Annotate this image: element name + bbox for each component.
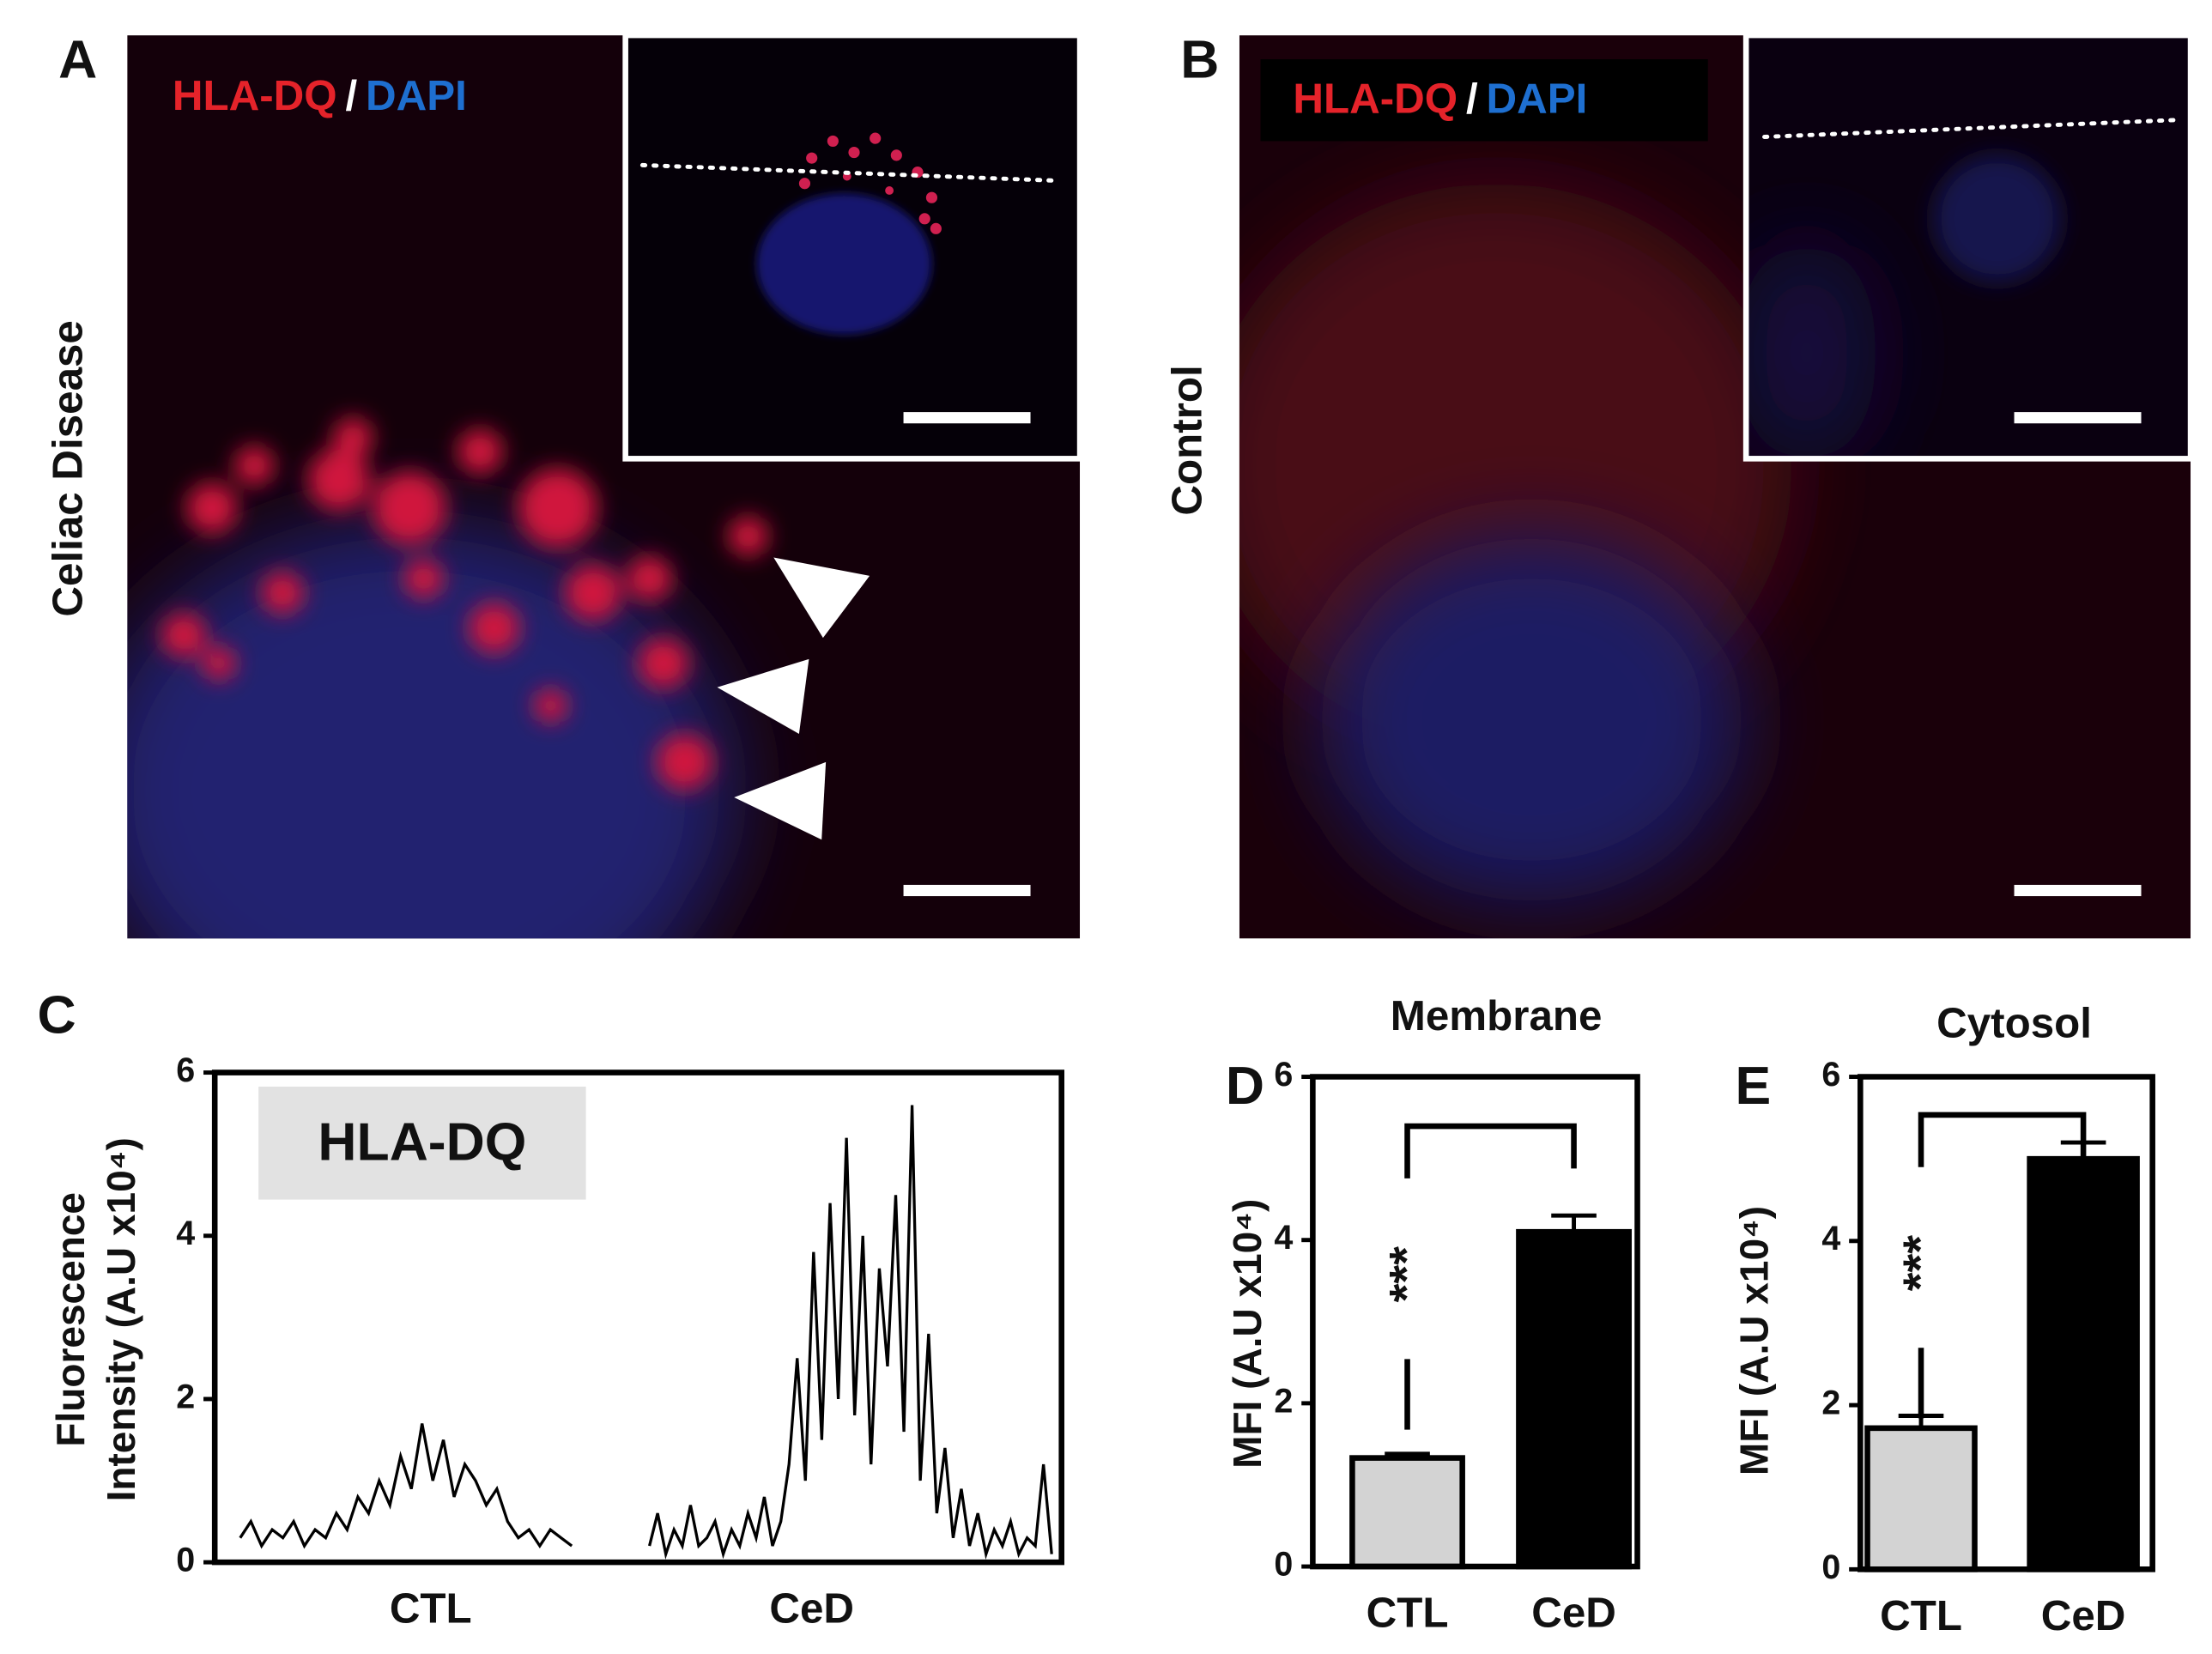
y-axis-label: MFI (A.U x10⁴) — [1731, 1206, 1776, 1475]
bar — [1349, 1455, 1465, 1570]
profile-line — [648, 1105, 1053, 1560]
panel-label: C — [37, 985, 76, 1045]
condition-label: Celiac Disease — [45, 320, 92, 616]
x-tick-label: CTL — [1880, 1592, 1962, 1639]
y-tick-label: 4 — [1274, 1219, 1293, 1257]
inset-a — [625, 35, 1081, 459]
charts: C Fluorescence Intensity (A.U x10⁴) 0 2 4 6 CTL… — [37, 985, 2155, 1639]
y-axis-label: Fluorescence — [48, 1192, 93, 1447]
y-tick-label: 6 — [176, 1051, 195, 1089]
bar — [2027, 1155, 2140, 1572]
panel-b: B HLA-DQ / DAPI Control — [1163, 29, 2194, 939]
x-tick-label: CTL — [390, 1585, 472, 1633]
profile-line — [239, 1423, 573, 1549]
y-tick-label: 4 — [1821, 1220, 1840, 1257]
chart-title: Cytosol — [1936, 999, 2092, 1046]
y-axis-label: Intensity (A.U x10⁴) — [99, 1137, 143, 1501]
panel-label: E — [1736, 1056, 1772, 1116]
x-tick-label: CTL — [1367, 1590, 1449, 1637]
stain-red: HLA-DQ — [1293, 75, 1457, 122]
y-tick-label: 4 — [176, 1215, 195, 1252]
condition-label: Control — [1163, 365, 1210, 515]
y-tick-label: 0 — [176, 1542, 195, 1579]
annotation-box — [258, 1087, 586, 1200]
y-tick-label: 6 — [1274, 1056, 1293, 1094]
significance: *** — [1379, 1246, 1433, 1303]
panel-a: A HLA-DQ / DAPI Celiac Disease — [45, 29, 1083, 939]
stain-sep: / — [345, 72, 357, 119]
y-tick-label: 0 — [1821, 1548, 1840, 1586]
y-tick-label: 2 — [176, 1378, 195, 1415]
y-tick-label: 0 — [1274, 1545, 1293, 1583]
micrograph-b — [1239, 35, 2191, 939]
axes — [1857, 1074, 2155, 1572]
panel-label: D — [1226, 1056, 1264, 1116]
y-tick-label: 2 — [1274, 1382, 1293, 1420]
panel-label: A — [58, 29, 97, 89]
stain-label: HLA-DQ / DAPI — [1293, 75, 1587, 122]
significance: *** — [1893, 1235, 1947, 1292]
bar — [1864, 1425, 1978, 1572]
stain-red: HLA-DQ — [173, 72, 337, 119]
significance-bracket — [1404, 1123, 1577, 1178]
x-tick-label: CeD — [769, 1585, 854, 1633]
stain-blue: DAPI — [1487, 75, 1588, 122]
axes — [211, 1069, 1064, 1566]
y-tick-label: 6 — [1821, 1056, 1840, 1094]
chart-title: Membrane — [1391, 992, 1603, 1039]
axes — [1310, 1074, 1640, 1570]
y-tick-label: 2 — [1821, 1384, 1840, 1421]
significance-bracket — [1918, 1112, 2087, 1167]
x-tick-label: CeD — [1531, 1590, 1616, 1637]
y-axis-label: MFI (A.U x10⁴) — [1225, 1199, 1270, 1469]
stain-blue: DAPI — [366, 72, 467, 119]
panel-label: B — [1180, 29, 1219, 89]
inset-b — [1746, 35, 2191, 459]
stain-sep: / — [1466, 75, 1478, 122]
annotation: HLA-DQ — [318, 1112, 526, 1172]
stain-label: HLA-DQ / DAPI — [173, 72, 467, 119]
x-tick-label: CeD — [2041, 1592, 2126, 1639]
bar — [1516, 1228, 1632, 1570]
